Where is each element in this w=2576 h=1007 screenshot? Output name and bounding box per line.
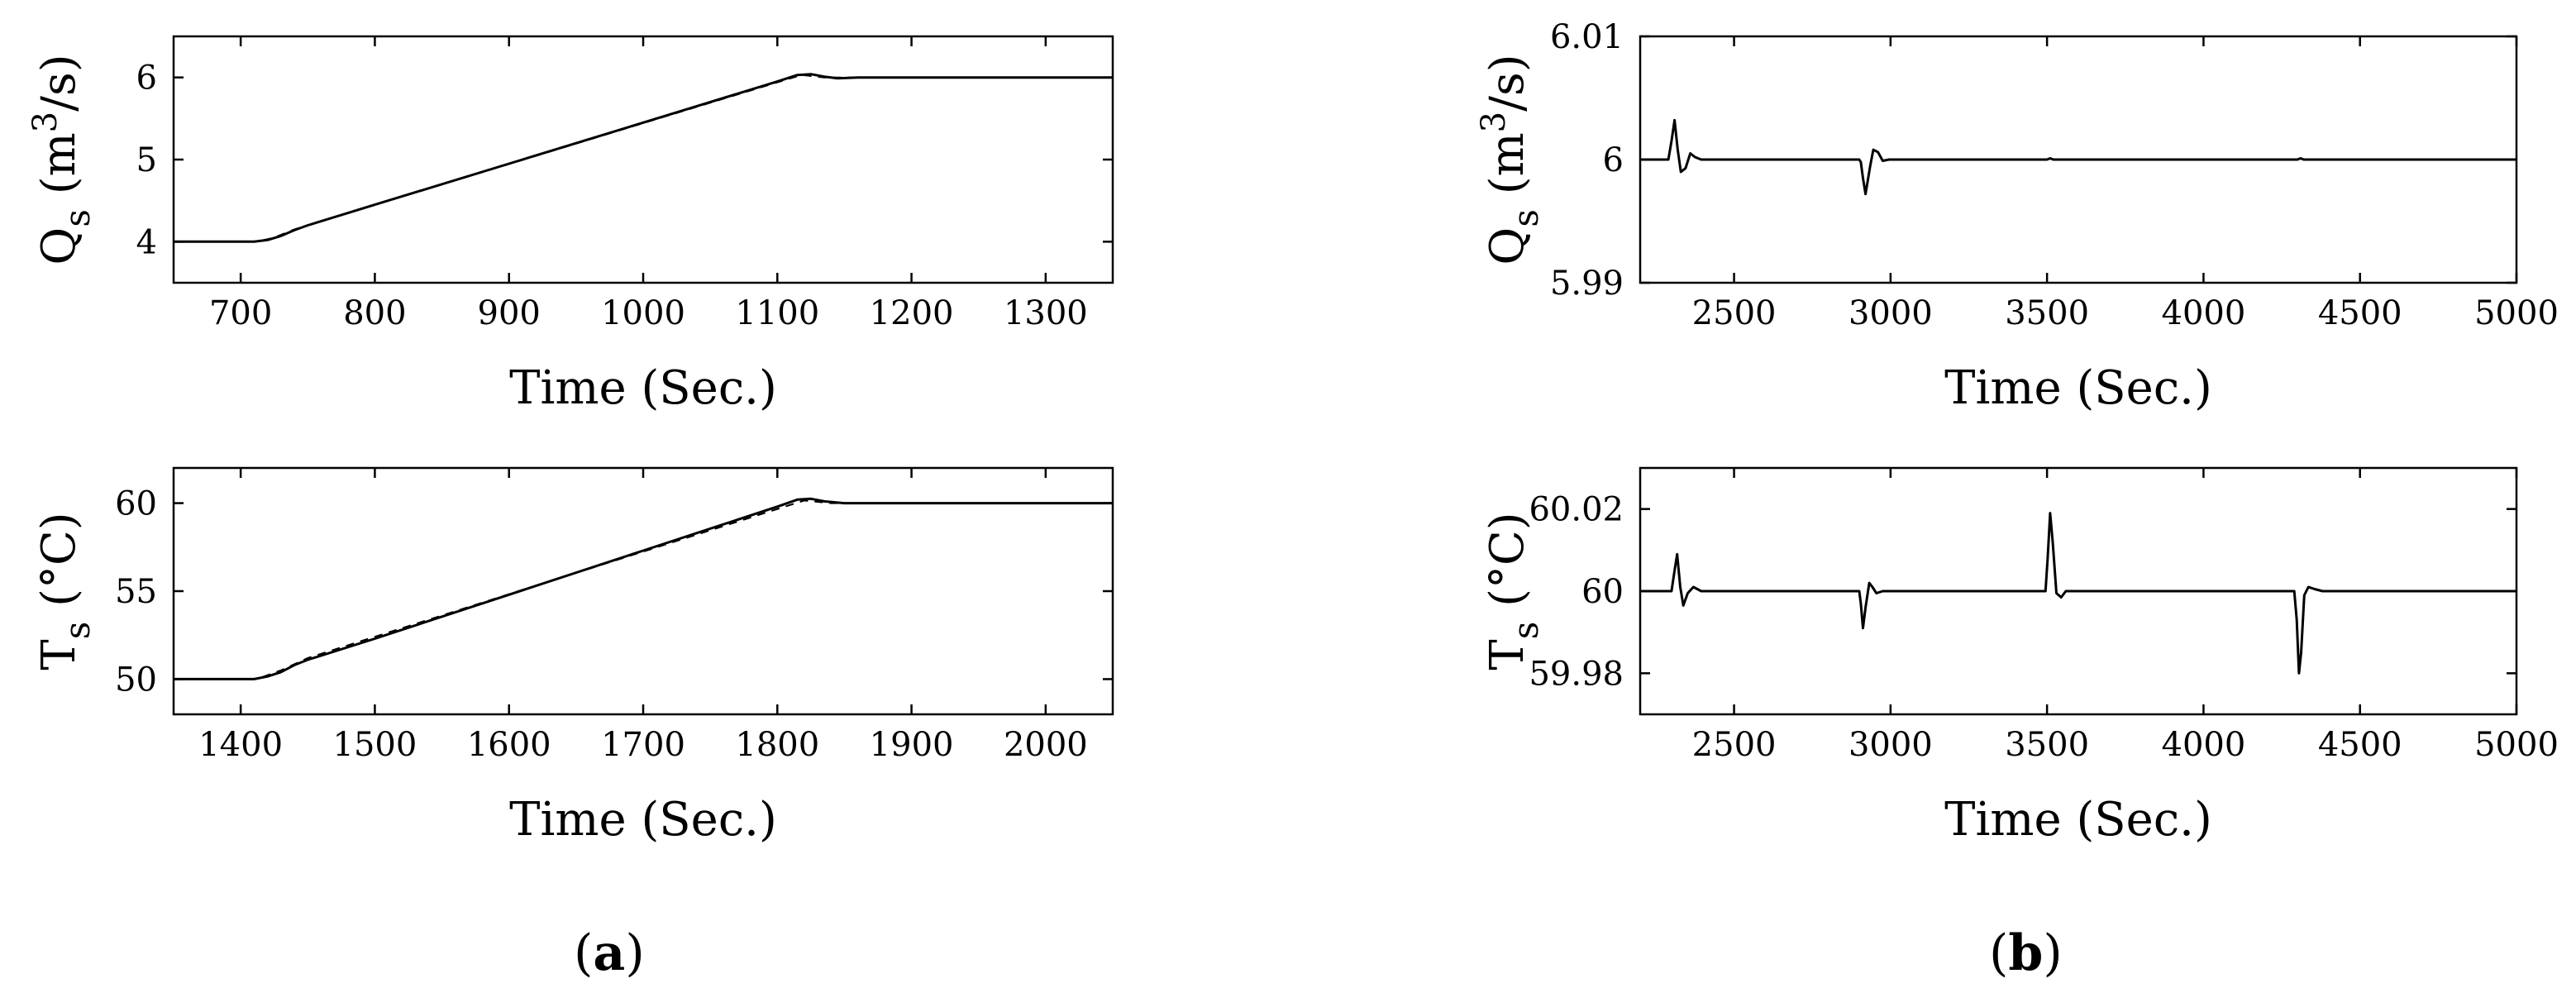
y-label-symbol: T <box>1481 639 1534 670</box>
y-axis-label: Ts (°C) <box>1481 512 1546 670</box>
series-line <box>1640 512 2516 675</box>
y-label-unit-tail: /s) <box>1481 54 1534 111</box>
y-tick-label: 5 <box>136 141 157 179</box>
x-tick-label: 1600 <box>467 726 551 764</box>
x-tick-label: 2500 <box>1692 726 1777 764</box>
x-tick-label: 900 <box>478 294 541 332</box>
y-label-subscript: s <box>1505 622 1546 640</box>
x-axis-label: Time (Sec.) <box>509 793 777 847</box>
y-axis-label: Ts (°C) <box>32 512 98 670</box>
y-label-symbol: Q <box>1481 227 1534 265</box>
x-tick-label: 800 <box>343 294 406 332</box>
y-label-unit: (m <box>32 132 86 209</box>
chart-panel-a-top: 700 800 900 1000 1100 1200 1300 4 5 6 Time (Sec.) Q… <box>26 35 1114 415</box>
y-tick-label: 60 <box>1581 573 1624 611</box>
y-label-subscript: s <box>57 209 98 227</box>
x-tick-label: 5000 <box>2474 726 2559 764</box>
x-tick-label: 3500 <box>2005 726 2089 764</box>
x-axis-label: Time (Sec.) <box>509 361 777 415</box>
y-label-unit: (m <box>1481 132 1534 209</box>
panel-label-close: ) <box>625 924 645 982</box>
panel-label-open: ( <box>1989 924 2009 982</box>
x-tick-label: 1000 <box>601 294 685 332</box>
y-label-subscript: s <box>57 622 98 640</box>
y-label-unit: (°C) <box>1481 512 1534 621</box>
panel-label-open: ( <box>574 924 594 982</box>
y-tick-label: 6 <box>1603 141 1624 179</box>
y-label-subscript: s <box>1505 209 1546 227</box>
x-tick-label: 1300 <box>1004 294 1088 332</box>
x-tick-label: 3500 <box>2005 294 2089 332</box>
y-tick-label: 5.99 <box>1550 265 1624 303</box>
y-tick-label: 4 <box>136 223 157 261</box>
y-tick-label: 59.98 <box>1529 655 1624 693</box>
y-label-symbol: T <box>32 639 86 670</box>
series-line-dashed <box>174 499 1113 680</box>
x-tick-label: 1500 <box>333 726 417 764</box>
x-tick-label: 1100 <box>735 294 819 332</box>
panel-label-letter: b <box>2008 924 2044 982</box>
y-label-unit-tail: /s) <box>32 54 86 111</box>
x-tick-label: 1900 <box>870 726 954 764</box>
x-tick-label: 1200 <box>870 294 954 332</box>
y-tick-label: 50 <box>115 661 157 699</box>
series-line-dashed <box>174 74 1113 243</box>
x-axis-label: Time (Sec.) <box>1944 793 2212 847</box>
x-tick-label: 4000 <box>2162 726 2246 764</box>
y-label-superscript: 3 <box>1475 112 1513 132</box>
x-tick-label: 1800 <box>735 726 819 764</box>
x-tick-label: 3000 <box>1849 294 1933 332</box>
panel-label-a: (a) <box>574 924 645 982</box>
y-label-unit: (°C) <box>32 512 86 621</box>
y-axis-label: Qs (m3/s) <box>26 54 98 265</box>
y-label-symbol: Q <box>32 227 86 265</box>
chart-panel-b-bottom: 2500 3000 3500 4000 4500 5000 59.98 60 60.02 Time… <box>1481 466 2559 847</box>
axes-frame <box>172 35 1114 284</box>
y-tick-label: 60 <box>115 485 157 523</box>
x-tick-label: 700 <box>209 294 272 332</box>
panel-label-close: ) <box>2043 924 2063 982</box>
series-line <box>174 497 1113 680</box>
panel-label-b: (b) <box>1989 924 2063 982</box>
y-tick-label: 6.01 <box>1550 18 1624 56</box>
y-tick-label: 60.02 <box>1529 491 1624 529</box>
y-label-superscript: 3 <box>26 112 64 132</box>
series-line <box>1640 118 2516 196</box>
panel-label-letter: a <box>593 924 626 982</box>
x-tick-label: 5000 <box>2474 294 2559 332</box>
y-tick-label: 6 <box>136 60 157 98</box>
x-tick-label: 2500 <box>1692 294 1777 332</box>
x-tick-label: 1400 <box>198 726 283 764</box>
chart-panel-b-top: 2500 3000 3500 4000 4500 5000 5.99 6 6.01 Time (S… <box>1475 18 2559 415</box>
y-axis-label: Qs (m3/s) <box>1475 54 1546 265</box>
x-tick-label: 2000 <box>1004 726 1088 764</box>
x-tick-label: 3000 <box>1849 726 1933 764</box>
x-tick-label: 1700 <box>601 726 685 764</box>
x-tick-label: 4000 <box>2162 294 2246 332</box>
x-tick-label: 4500 <box>2318 294 2402 332</box>
x-axis-label: Time (Sec.) <box>1944 361 2212 415</box>
series-line <box>174 73 1113 243</box>
chart-panel-a-bottom: 1400 1500 1600 1700 1800 1900 2000 50 55 60 Time (… <box>32 466 1114 847</box>
x-tick-label: 4500 <box>2318 726 2402 764</box>
y-tick-label: 55 <box>115 573 157 611</box>
axes-frame <box>172 466 1114 716</box>
